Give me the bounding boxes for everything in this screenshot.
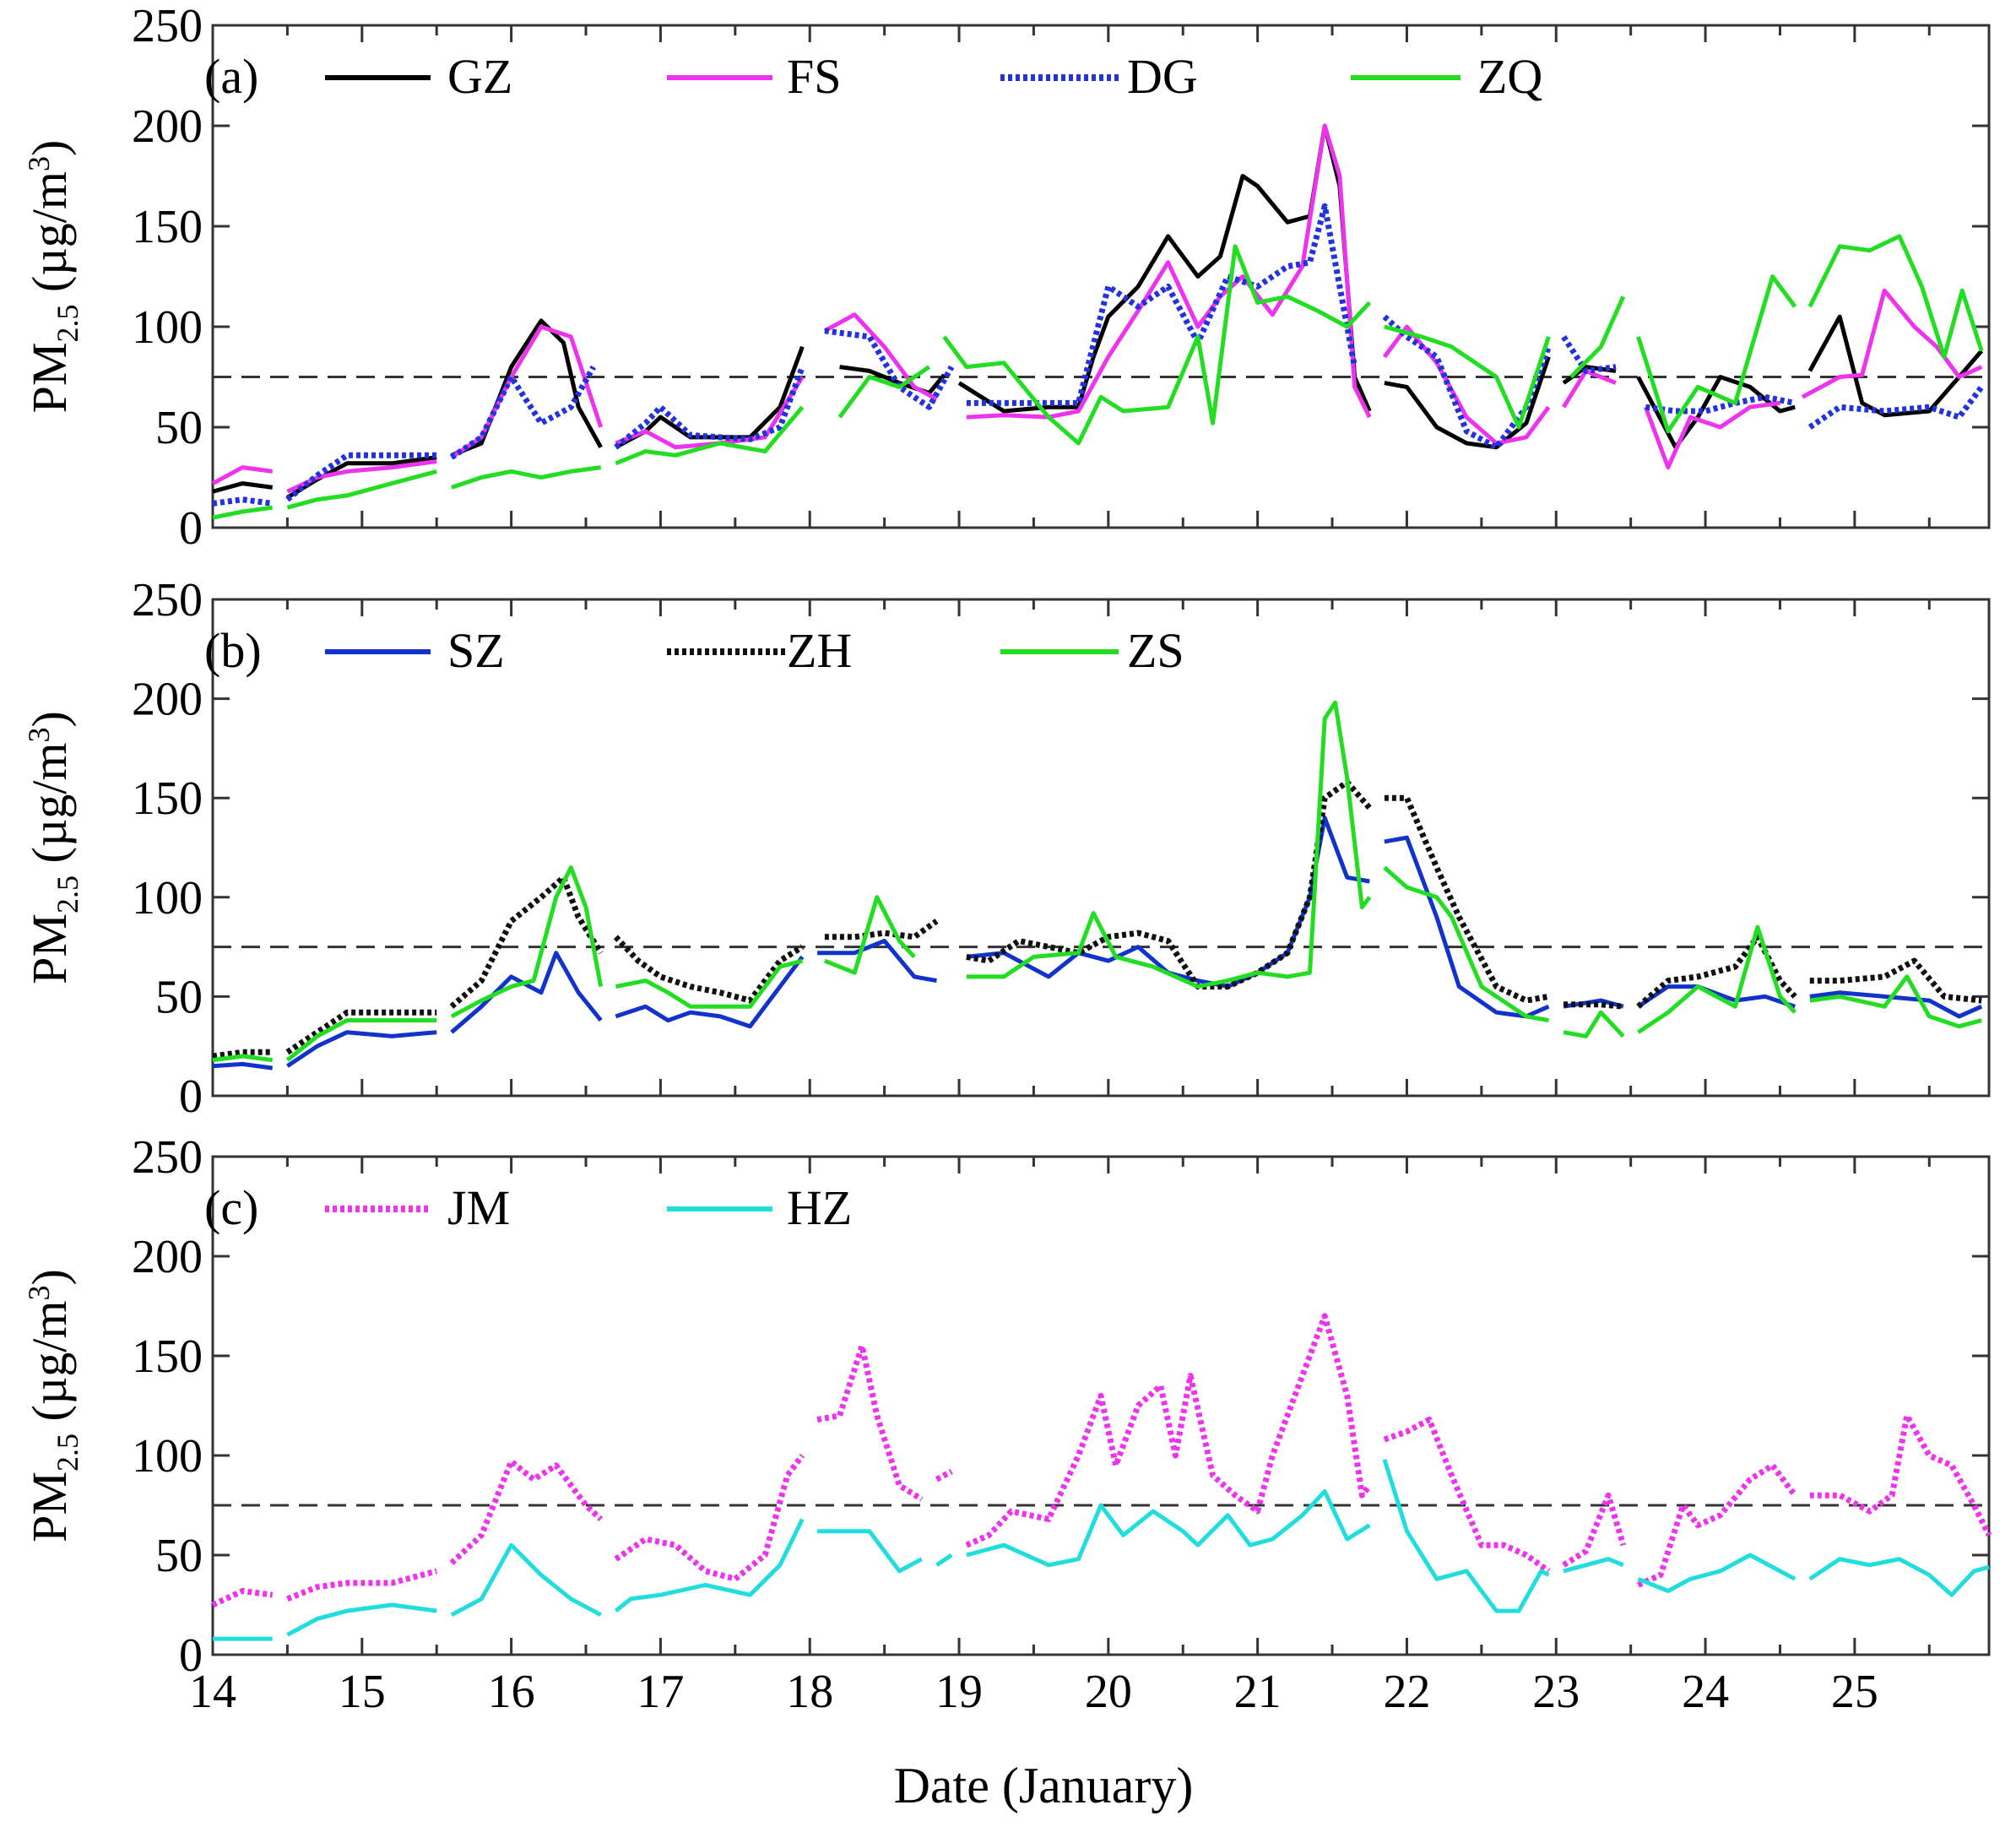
legend-label-zq: ZQ	[1477, 49, 1542, 104]
ylabel-units: (µg/m	[22, 743, 77, 875]
legend-label-hz: HZ	[787, 1180, 852, 1235]
series-line-sz	[212, 816, 1983, 1070]
legend-label-fs: FS	[787, 49, 842, 104]
y-tick-label: 200	[132, 1231, 203, 1283]
panel-b: 0 50 100 150 200 250 PM2.5 (µg/m3) (b) SZ ZH ZS	[22, 574, 1991, 1123]
legend-label-dg: DG	[1127, 49, 1198, 104]
ylabel-main: PM	[22, 913, 77, 984]
panel-a: 0 50 100 150 200 250 PM2.5 (µg/m3) (a) GZ FS DG ZQ	[22, 0, 1991, 555]
plot-frame	[211, 1155, 1991, 1656]
y-tick-label: 150	[132, 772, 203, 825]
x-tick-label: 14	[189, 1666, 236, 1718]
x-tick-label: 16	[488, 1666, 535, 1718]
x-axis-label: Date (January)	[894, 1758, 1194, 1813]
legend-label-gz: GZ	[447, 49, 512, 104]
y-tick-label: 150	[132, 1331, 203, 1383]
ylabel-subscript: 2.5	[51, 875, 84, 913]
legend-label-sz: SZ	[447, 623, 505, 678]
legend-label-zs: ZS	[1127, 623, 1184, 678]
y-tick-label: 50	[155, 1530, 203, 1582]
ylabel-main: PM	[22, 1472, 77, 1542]
y-tick-label: 250	[132, 1131, 203, 1184]
x-tick-label: 22	[1383, 1666, 1430, 1718]
ylabel-subscript: 2.5	[51, 1434, 84, 1472]
y-axis-label: PM2.5 (µg/m3)	[22, 711, 84, 984]
x-tick-label: 25	[1831, 1666, 1878, 1718]
series-line-zh	[212, 778, 1982, 1060]
x-tick-label: 24	[1682, 1666, 1729, 1718]
y-tick-label: 50	[155, 971, 203, 1023]
x-tick-label: 21	[1234, 1666, 1282, 1718]
y-tick-label: 0	[179, 502, 203, 555]
ylabel-superscript: 3	[22, 728, 56, 743]
ylabel-units: (µg/m	[22, 1301, 77, 1434]
series-line-dg	[212, 203, 1985, 507]
ylabel-units: (µg/m	[22, 171, 77, 304]
x-tick-label: 15	[339, 1666, 386, 1718]
ylabel-main: PM	[22, 342, 77, 413]
y-tick-label: 250	[132, 0, 203, 52]
y-tick-label: 200	[132, 100, 203, 153]
x-tick-label: 18	[786, 1666, 833, 1718]
plot-frame	[211, 598, 1991, 1098]
ylabel-units-close: )	[22, 1269, 77, 1285]
legend-label-zh: ZH	[787, 623, 852, 678]
y-tick-label: 0	[179, 1070, 203, 1123]
y-tick-label: 200	[132, 674, 203, 726]
x-tick-label: 23	[1532, 1666, 1580, 1718]
y-tick-label: 250	[132, 574, 203, 626]
ylabel-units-close: )	[22, 711, 77, 727]
legend-label-jm: JM	[447, 1180, 510, 1235]
y-axis-label: PM2.5 (µg/m3)	[22, 140, 84, 414]
y-axis-label: PM2.5 (µg/m3)	[22, 1269, 84, 1542]
series-line-zs	[212, 700, 1982, 1063]
y-tick-label: 100	[132, 1430, 203, 1482]
y-tick-label: 100	[132, 872, 203, 924]
ylabel-units-close: )	[22, 140, 77, 156]
plot-frame	[211, 24, 1991, 529]
ylabel-superscript: 3	[22, 156, 56, 171]
series-line-zq	[212, 234, 1984, 520]
y-tick-label: 100	[132, 301, 203, 354]
y-tick-label: 150	[132, 201, 203, 253]
panel-label: (b)	[204, 623, 262, 678]
x-tick-label: 19	[935, 1666, 983, 1718]
x-tick-label: 20	[1085, 1666, 1132, 1718]
ylabel-superscript: 3	[22, 1286, 56, 1301]
y-tick-label: 0	[179, 1629, 203, 1682]
y-tick-label: 50	[155, 402, 203, 454]
ylabel-subscript: 2.5	[51, 304, 84, 342]
x-tick-label: 17	[637, 1666, 684, 1718]
panel-label: (a)	[204, 49, 258, 104]
series-line-jm	[211, 1313, 1992, 1608]
series-line-hz	[213, 1458, 1990, 1641]
panel-c: 0 50 100 150 200 250 14 15 16 17 18 19 20 21 22 23 24 25 P…	[22, 1131, 1992, 1718]
panel-label: (c)	[204, 1180, 258, 1235]
